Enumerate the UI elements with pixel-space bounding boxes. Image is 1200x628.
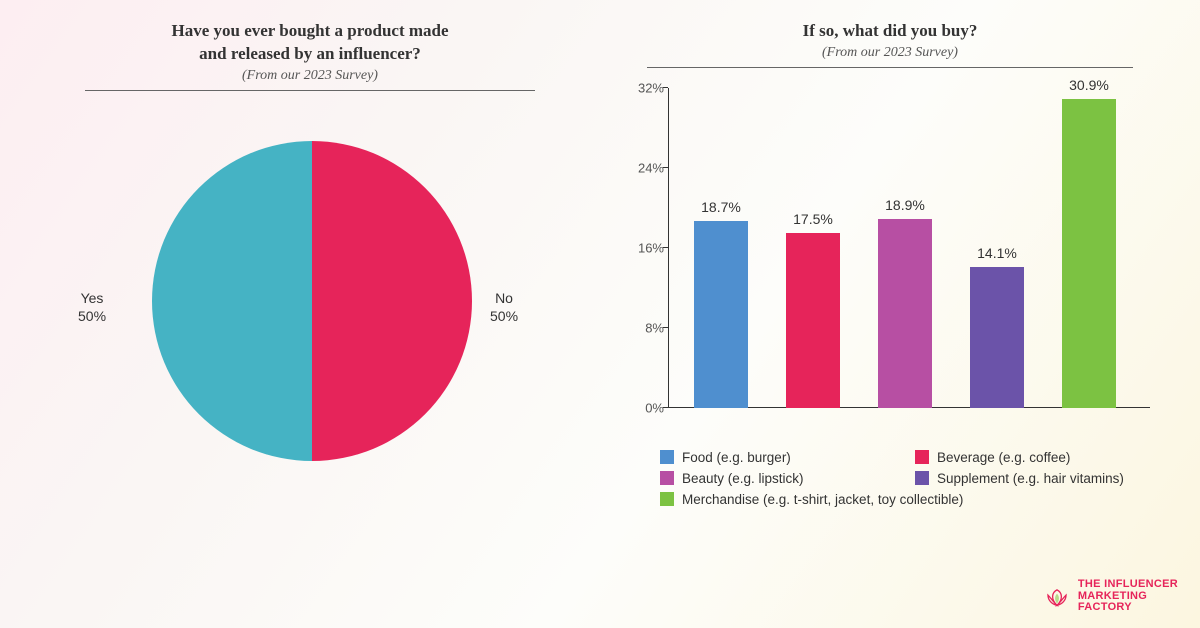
legend-item: Beverage (e.g. coffee)	[915, 450, 1160, 465]
brand-lotus-icon	[1044, 586, 1070, 608]
y-tick: 0%	[624, 400, 664, 415]
brand-logo: THE INFLUENCER MARKETING FACTORY	[1044, 579, 1178, 614]
y-tick-mark	[663, 87, 668, 88]
brand-line3: FACTORY	[1078, 602, 1178, 614]
legend-item: Beauty (e.g. lipstick)	[660, 471, 905, 486]
bar-beauty: 18.9%	[878, 219, 932, 408]
legend-item: Supplement (e.g. hair vitamins)	[915, 471, 1160, 486]
y-tick: 8%	[624, 320, 664, 335]
pie-label-yes: Yes50%	[78, 289, 106, 325]
pie-title-line2: and released by an influencer?	[199, 44, 421, 63]
y-tick: 32%	[624, 80, 664, 95]
legend-item: Food (e.g. burger)	[660, 450, 905, 465]
pie-title: Have you ever bought a product made and …	[60, 20, 560, 66]
legend-item: Merchandise (e.g. t-shirt, jacket, toy c…	[660, 492, 1160, 507]
y-tick: 16%	[624, 240, 664, 255]
legend-swatch	[660, 471, 674, 485]
bar-label-food: 18.7%	[694, 199, 748, 215]
bar-plot: 0%8%16%24%32%18.7%17.5%18.9%14.1%30.9%	[668, 88, 1150, 408]
pie-title-line1: Have you ever bought a product made	[171, 21, 448, 40]
pie-chart	[152, 141, 472, 461]
legend-label: Beauty (e.g. lipstick)	[682, 471, 804, 486]
pie-wrap: Yes50% No50%	[60, 101, 560, 521]
legend-label: Food (e.g. burger)	[682, 450, 791, 465]
legend-swatch	[660, 450, 674, 464]
legend-label: Merchandise (e.g. t-shirt, jacket, toy c…	[682, 492, 963, 507]
bar-divider	[647, 67, 1133, 68]
bar-beverage: 17.5%	[786, 233, 840, 408]
y-tick: 24%	[624, 160, 664, 175]
y-tick-mark	[663, 407, 668, 408]
pie-panel: Have you ever bought a product made and …	[60, 20, 560, 521]
bar-supplement: 14.1%	[970, 267, 1024, 408]
bar-label-merchandise: 30.9%	[1062, 77, 1116, 93]
brand-text: THE INFLUENCER MARKETING FACTORY	[1078, 579, 1178, 614]
y-tick-mark	[663, 327, 668, 328]
bar-title: If so, what did you buy?	[620, 20, 1160, 43]
bar-label-beauty: 18.9%	[878, 197, 932, 213]
pie-divider	[85, 90, 535, 91]
bar-label-beverage: 17.5%	[786, 211, 840, 227]
bar-chart-area: 0% 8% 16% 24% 32% 18.7% 17.5% 18.9% 14.1% 30.9%	[620, 78, 1160, 438]
y-tick-mark	[663, 167, 668, 168]
legend-swatch	[915, 471, 929, 485]
y-axis-line	[668, 88, 669, 408]
bar-label-supplement: 14.1%	[970, 245, 1024, 261]
bar-panel: If so, what did you buy? (From our 2023 …	[620, 20, 1160, 507]
legend-swatch	[660, 492, 674, 506]
legend-swatch	[915, 450, 929, 464]
pie-label-no: No50%	[490, 289, 518, 325]
bar-legend: Food (e.g. burger) Beverage (e.g. coffee)…	[620, 450, 1160, 507]
bar-subtitle: (From our 2023 Survey)	[620, 45, 1160, 61]
legend-label: Beverage (e.g. coffee)	[937, 450, 1070, 465]
pie-subtitle: (From our 2023 Survey)	[60, 68, 560, 84]
bar-food: 18.7%	[694, 221, 748, 408]
legend-label: Supplement (e.g. hair vitamins)	[937, 471, 1124, 486]
y-tick-mark	[663, 247, 668, 248]
bar-merchandise: 30.9%	[1062, 99, 1116, 408]
